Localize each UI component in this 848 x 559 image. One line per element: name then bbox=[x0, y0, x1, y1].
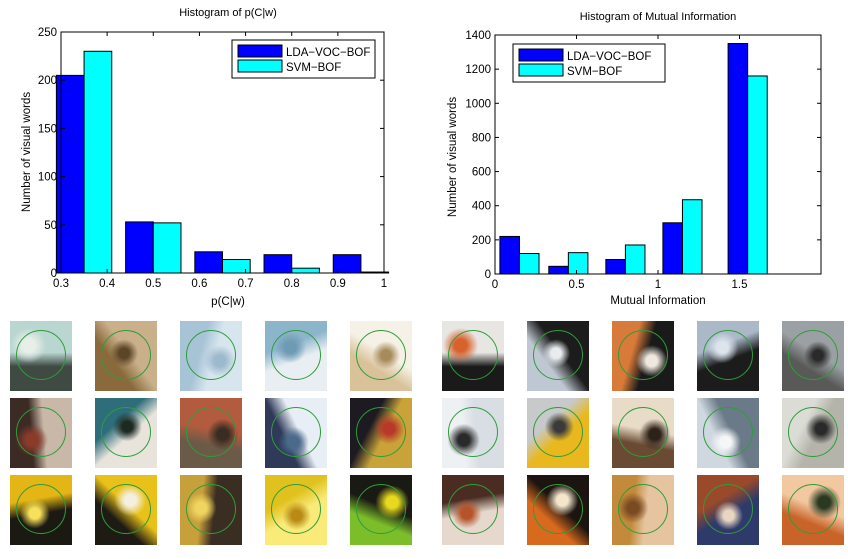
left-ytick-label: 150 bbox=[38, 123, 57, 135]
left-grid-patch bbox=[10, 398, 72, 468]
chart-right-xlabel: Mutual Information bbox=[610, 295, 705, 307]
left-grid-patch bbox=[265, 398, 327, 468]
left-grid-patch bbox=[350, 398, 412, 468]
left-xtick-label: 0.8 bbox=[284, 278, 300, 290]
right-ytick-label: 200 bbox=[472, 235, 491, 247]
chart-right-plot: 0 0.5 1 1.5 0 200 400 600 800 1000 1200 1400 LDA−VOC… bbox=[465, 30, 822, 291]
left-bar bbox=[125, 221, 154, 274]
right-grid-patch bbox=[527, 475, 589, 545]
right-bar bbox=[499, 235, 520, 275]
patch-grid-right bbox=[442, 321, 844, 545]
left-ytick-label: 50 bbox=[44, 220, 57, 232]
right-grid-patch bbox=[442, 398, 504, 468]
left-grid-patch bbox=[95, 321, 157, 391]
left-grid-patch bbox=[95, 475, 157, 545]
right-ytick-label: 0 bbox=[485, 269, 491, 281]
right-grid-patch bbox=[527, 321, 589, 391]
left-legend-label: SVM−BOF bbox=[286, 62, 341, 74]
left-bar bbox=[83, 50, 113, 274]
right-grid-patch bbox=[782, 398, 844, 468]
left-xtick-label: 0.5 bbox=[145, 278, 161, 290]
right-xtick-label: 1.5 bbox=[732, 279, 748, 291]
right-bar bbox=[518, 253, 540, 275]
left-ytick-label: 0 bbox=[51, 268, 57, 280]
right-grid-patch bbox=[697, 321, 759, 391]
right-grid-patch bbox=[697, 398, 759, 468]
left-legend-label: LDA−VOC−BOF bbox=[286, 47, 370, 59]
chart-left: Histogram of p(C|w) Number of visual wor… bbox=[21, 7, 390, 308]
right-bar bbox=[747, 75, 768, 275]
left-xtick-label: 0.7 bbox=[238, 278, 254, 290]
right-grid-patch bbox=[612, 321, 674, 391]
chart-right: Histogram of Mutual Information Number o… bbox=[447, 11, 822, 307]
chart-left-ylabel: Number of visual words bbox=[21, 92, 33, 212]
right-bar bbox=[624, 244, 646, 275]
right-ytick-label: 1200 bbox=[465, 64, 491, 76]
right-bar bbox=[548, 265, 569, 275]
left-xtick-label: 0.6 bbox=[191, 278, 207, 290]
left-grid-patch bbox=[180, 398, 242, 468]
chart-left-title: Histogram of p(C|w) bbox=[179, 7, 277, 19]
right-xtick-label: 0 bbox=[492, 279, 498, 291]
left-grid-patch bbox=[10, 321, 72, 391]
right-bar bbox=[605, 258, 626, 275]
chart-left-plot: 0.3 0.4 0.5 0.6 0.7 0.8 0.9 1 0 50 100 150 200 250 LDA… bbox=[38, 27, 390, 290]
right-grid-patch bbox=[612, 398, 674, 468]
left-frame bbox=[60, 31, 385, 274]
right-legend-swatch bbox=[518, 48, 564, 62]
right-xtick-label: 1 bbox=[655, 279, 661, 291]
right-ytick-label: 1400 bbox=[465, 30, 491, 42]
right-grid-patch bbox=[782, 321, 844, 391]
left-grid-patch bbox=[180, 475, 242, 545]
left-ytick-label: 250 bbox=[38, 27, 57, 39]
chart-left-xlabel: p(C|w) bbox=[211, 296, 245, 308]
right-grid-patch bbox=[782, 475, 844, 545]
patch-grid-left bbox=[10, 321, 412, 545]
chart-right-ylabel: Number of visual words bbox=[447, 97, 459, 217]
left-grid-patch bbox=[350, 475, 412, 545]
left-xtick-label: 0.3 bbox=[53, 278, 69, 290]
left-grid-patch bbox=[265, 321, 327, 391]
chart-right-title: Histogram of Mutual Information bbox=[580, 11, 737, 23]
left-xtick-label: 1 bbox=[381, 278, 387, 290]
right-bar bbox=[727, 43, 749, 275]
left-legend-swatch bbox=[237, 44, 283, 58]
right-legend-swatch bbox=[518, 63, 564, 77]
right-ytick-label: 400 bbox=[472, 201, 491, 213]
right-legend-label: LDA−VOC−BOF bbox=[567, 51, 651, 63]
left-bar bbox=[291, 267, 320, 274]
right-grid-patch bbox=[612, 475, 674, 545]
left-grid-patch bbox=[350, 321, 412, 391]
left-grid-patch bbox=[95, 398, 157, 468]
right-grid-patch bbox=[697, 475, 759, 545]
right-bar bbox=[567, 252, 589, 275]
left-ytick-label: 200 bbox=[38, 75, 57, 87]
right-xtick-label: 0.5 bbox=[569, 279, 585, 291]
right-bar bbox=[662, 222, 683, 275]
left-ytick-label: 100 bbox=[38, 172, 57, 184]
left-xtick-label: 0.4 bbox=[99, 278, 116, 290]
left-legend-swatch bbox=[237, 59, 283, 73]
right-bar bbox=[681, 199, 703, 275]
right-ytick-label: 800 bbox=[472, 132, 491, 144]
left-grid-patch bbox=[180, 321, 242, 391]
left-grid-patch bbox=[265, 475, 327, 545]
left-xtick-label: 0.9 bbox=[330, 278, 346, 290]
left-bar bbox=[152, 222, 182, 274]
right-grid-patch bbox=[442, 475, 504, 545]
right-ytick-label: 600 bbox=[472, 167, 491, 179]
right-grid-patch bbox=[527, 398, 589, 468]
right-ytick-label: 1000 bbox=[465, 98, 491, 110]
right-grid-patch bbox=[442, 321, 504, 391]
left-grid-patch bbox=[10, 475, 72, 545]
left-bar bbox=[263, 254, 293, 274]
right-legend-label: SVM−BOF bbox=[567, 66, 622, 78]
